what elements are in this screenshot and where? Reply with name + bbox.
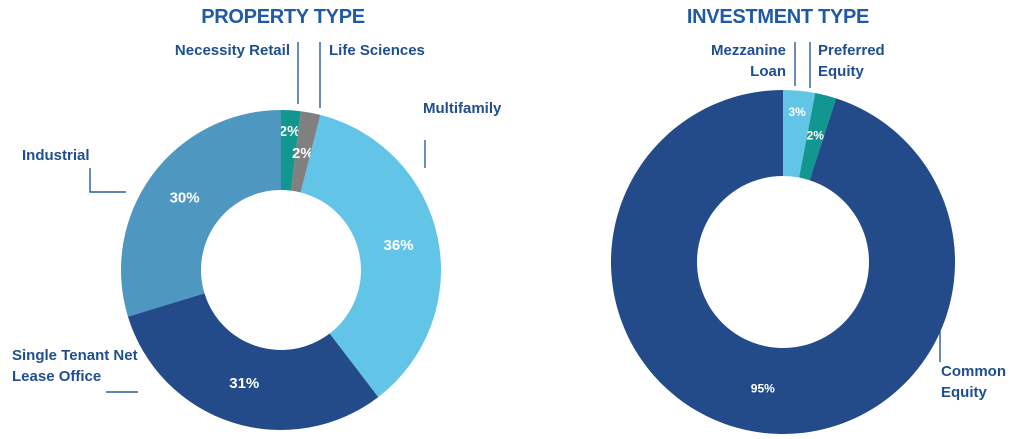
- data-label: 2%: [292, 145, 314, 162]
- donut-segment: [290, 111, 321, 193]
- leader-lines: [89, 42, 941, 393]
- category-label: Preferred Equity: [818, 42, 885, 80]
- chart-title: PROPERTY TYPE: [201, 6, 365, 28]
- category-label: Multifamily: [423, 100, 502, 117]
- data-label: 30%: [170, 190, 200, 207]
- donut-segment: [120, 110, 281, 317]
- data-label: 2%: [807, 128, 825, 142]
- data-label: 36%: [384, 237, 414, 254]
- data-label: 2%: [279, 123, 301, 140]
- category-label: Common Equity: [941, 363, 1006, 401]
- donut-segment: [610, 90, 955, 434]
- category-label: Necessity Retail: [174, 42, 290, 59]
- category-label: Mezzanine Loan: [710, 42, 786, 80]
- leader-line: [89, 168, 126, 193]
- donut-segment: [783, 90, 816, 178]
- category-label: Life Sciences: [329, 42, 425, 59]
- data-label: 95%: [751, 382, 775, 396]
- data-label: 31%: [229, 375, 259, 392]
- donut-segment: [300, 114, 441, 398]
- data-label: 3%: [788, 105, 806, 119]
- donut-segment: [127, 293, 379, 431]
- category-label: Industrial: [22, 147, 90, 164]
- chart-title: INVESTMENT TYPE: [686, 6, 870, 28]
- donut-segment: [281, 110, 301, 191]
- donut-segment: [799, 93, 837, 181]
- category-label: Single Tenant Net Lease Office: [12, 347, 138, 385]
